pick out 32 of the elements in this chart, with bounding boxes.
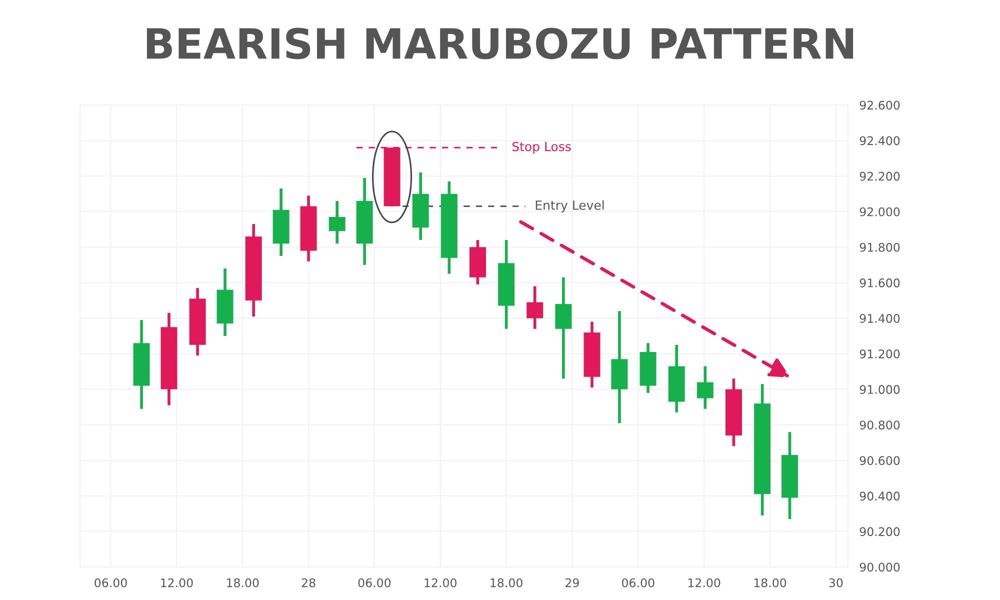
y-tick-label: 92.200	[860, 172, 900, 181]
x-tick-label: 18.00	[754, 578, 786, 588]
x-tick-label: 06.00	[358, 578, 391, 588]
x-tick-label: 12.00	[161, 578, 193, 588]
y-tick-label: 90.000	[860, 562, 900, 572]
candlestick	[526, 284, 544, 330]
y-tick-label: 91.400	[860, 314, 900, 323]
y-tick-label: 91.200	[860, 349, 900, 358]
y-tick-label: 92.600	[860, 100, 900, 110]
y-tick-label: 91.000	[860, 385, 900, 394]
x-tick-label: 29	[566, 578, 579, 588]
y-tick-label: 90.600	[860, 456, 900, 466]
y-tick-label: 90.800	[860, 420, 900, 430]
y-tick-label: 91.600	[860, 278, 900, 288]
x-tick-label: 06.00	[94, 578, 127, 588]
ref-line-label: Entry Level	[536, 200, 604, 212]
y-tick-label: 92.400	[860, 136, 900, 146]
candlestick	[696, 364, 714, 410]
x-tick-label: 12.00	[424, 578, 456, 588]
chart-title: BEARISH MARUBOZU PATTERN	[146, 28, 854, 60]
y-tick-label: 90.400	[860, 492, 900, 501]
x-tick-label: 12.00	[688, 578, 720, 588]
x-tick-label: 18.00	[227, 578, 259, 588]
x-tick-label: 18.00	[490, 578, 522, 588]
y-tick-label: 91.800	[860, 242, 900, 252]
y-tick-label: 92.000	[860, 207, 900, 216]
y-tick-label: 90.200	[860, 527, 900, 536]
ref-line-label: Stop Loss	[512, 142, 571, 154]
candlestick	[328, 200, 346, 245]
x-tick-label: 28	[302, 578, 316, 588]
x-tick-label: 30	[829, 578, 843, 588]
x-tick-label: 06.00	[622, 578, 654, 588]
